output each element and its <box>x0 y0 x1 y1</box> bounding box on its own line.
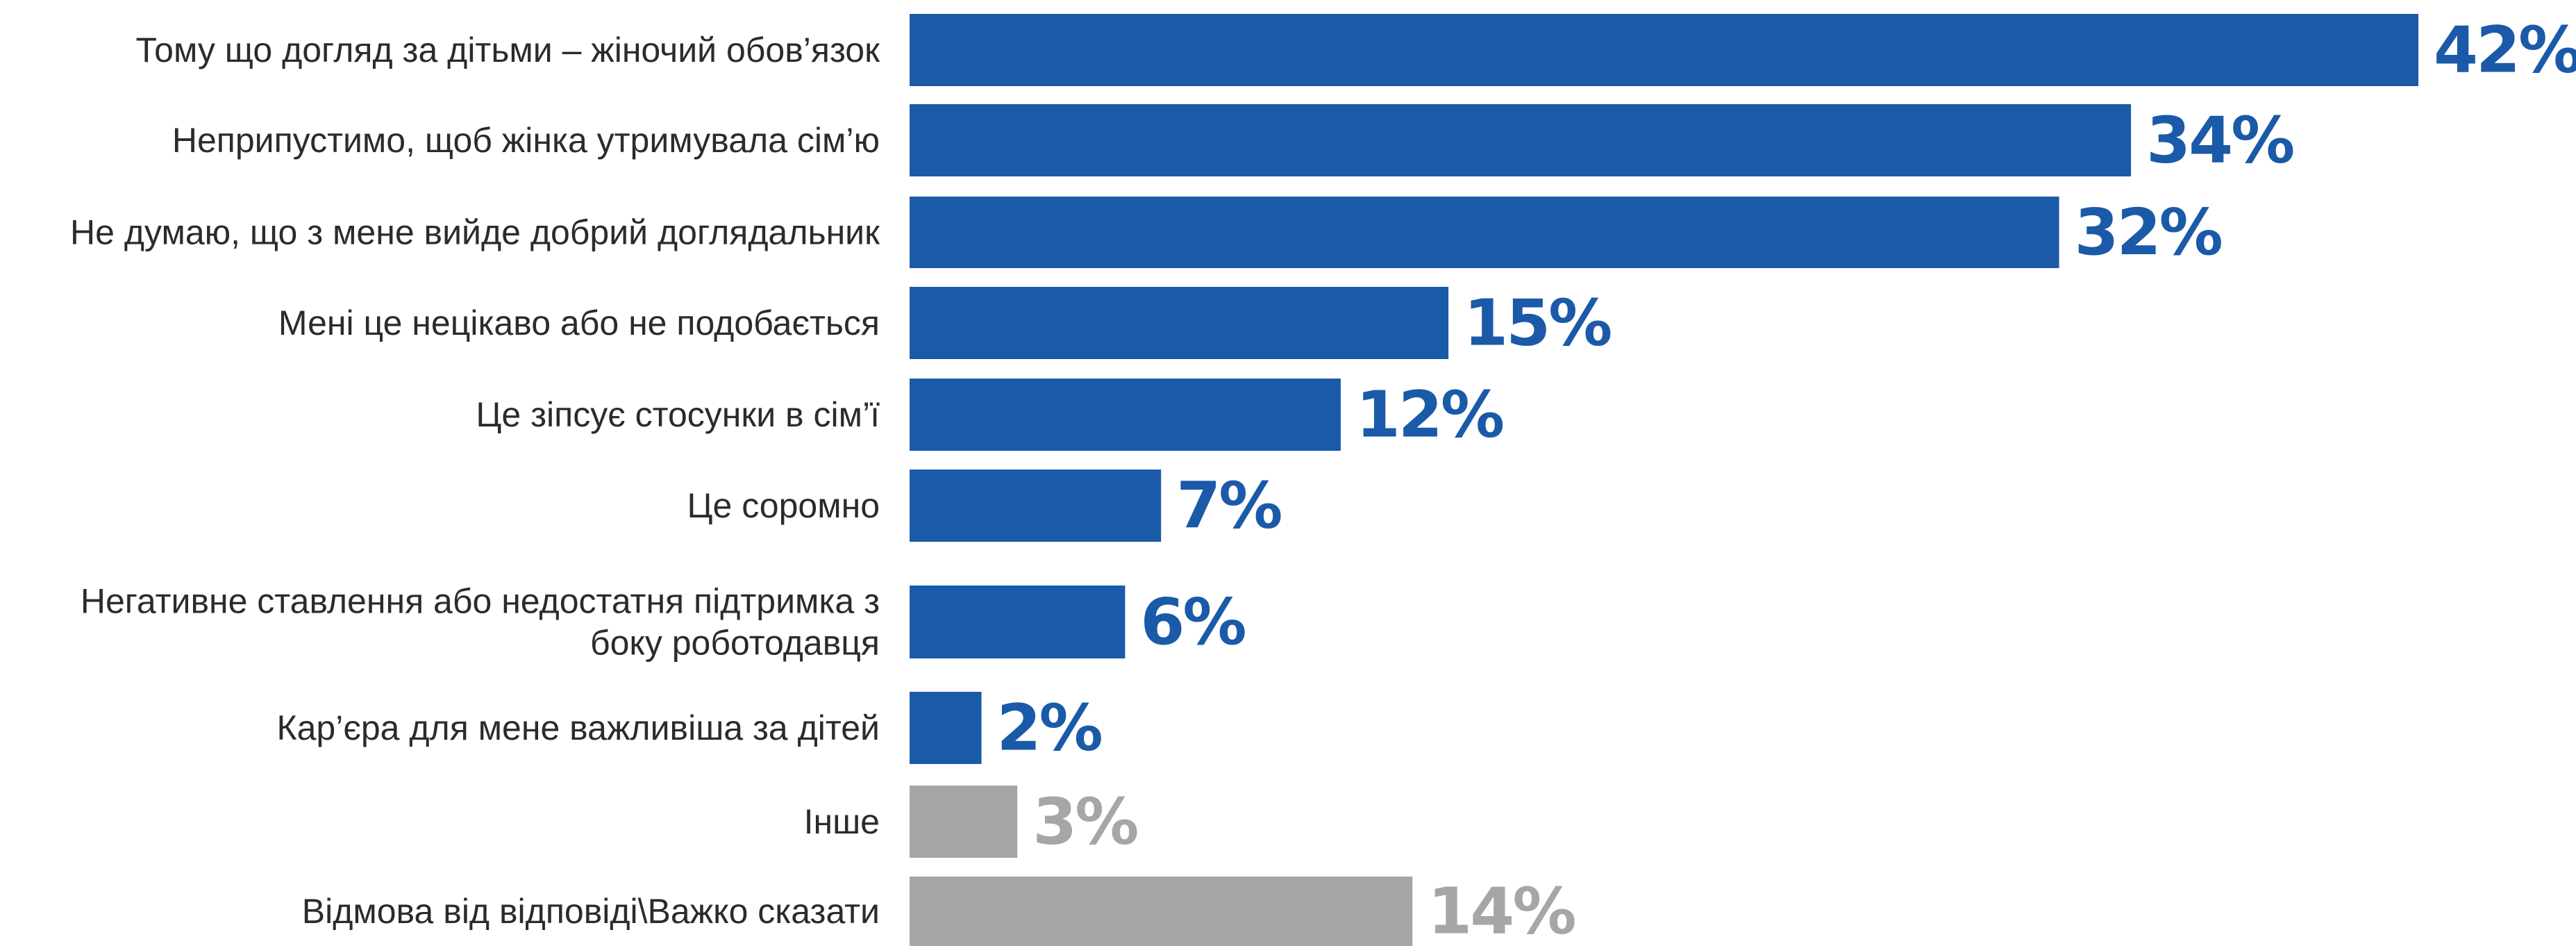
bar <box>910 14 2418 86</box>
bar <box>910 379 1341 451</box>
value-label: 34% <box>2146 103 2293 178</box>
bar <box>910 287 1449 359</box>
bar <box>910 786 1018 858</box>
bar <box>910 692 982 764</box>
value-label: 14% <box>1428 874 1575 946</box>
value-label: 32% <box>2075 195 2222 269</box>
category-label: Тому що догляд за дітьми – жіночий обов’… <box>136 31 881 69</box>
category-label: Інше <box>804 802 880 841</box>
value-label: 6% <box>1140 585 1245 659</box>
category-label: Кар’єра для мене важливіша за дітей <box>276 708 880 747</box>
category-label: Це зіпсує стосунки в сім’ї <box>476 395 880 434</box>
bar <box>910 470 1162 542</box>
bar <box>910 197 2059 268</box>
category-label: боку роботодавця <box>590 624 880 663</box>
value-label: 3% <box>1032 785 1137 859</box>
value-label: 12% <box>1356 378 1503 452</box>
value-label: 15% <box>1464 286 1611 360</box>
bar <box>910 104 2132 176</box>
category-label: Не думаю, що з мене вийде добрий догляда… <box>70 213 880 252</box>
value-label: 2% <box>997 691 1102 765</box>
bar <box>910 586 1126 658</box>
category-label: Це соромно <box>687 486 880 525</box>
category-label: Відмова від відповіді\Важко сказати <box>302 892 880 931</box>
bar <box>910 877 1413 946</box>
value-label: 7% <box>1176 469 1281 543</box>
category-label: Негативне ставлення або недостатня підтр… <box>81 582 880 621</box>
value-label: 42% <box>2434 13 2576 88</box>
category-label: Неприпустимо, щоб жінка утримувала сім’ю <box>172 121 880 160</box>
category-label: Мені це нецікаво або не подобається <box>278 304 880 342</box>
